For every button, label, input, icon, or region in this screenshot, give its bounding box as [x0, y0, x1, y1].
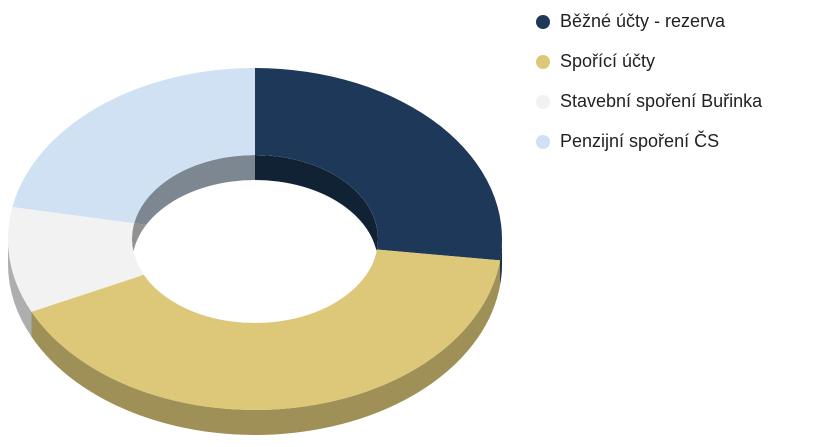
legend-label: Běžné účty - rezerva — [560, 11, 726, 31]
slice — [255, 68, 502, 261]
slice-side — [8, 239, 32, 337]
legend-swatch — [536, 55, 550, 69]
legend-label: Penzijní spoření ČS — [560, 130, 719, 151]
inner-wall — [132, 155, 378, 323]
slice — [12, 68, 256, 224]
legend-swatch — [536, 95, 550, 109]
slice — [31, 249, 501, 411]
legend-label: Spořící účty — [560, 51, 655, 71]
slice-side — [31, 260, 501, 436]
legend-swatch — [536, 15, 550, 29]
slice-side — [500, 239, 502, 286]
legend-label: Stavební spoření Buřinka — [560, 91, 763, 111]
hole — [132, 180, 378, 323]
legend-swatch — [536, 135, 550, 149]
slice — [7, 206, 144, 312]
